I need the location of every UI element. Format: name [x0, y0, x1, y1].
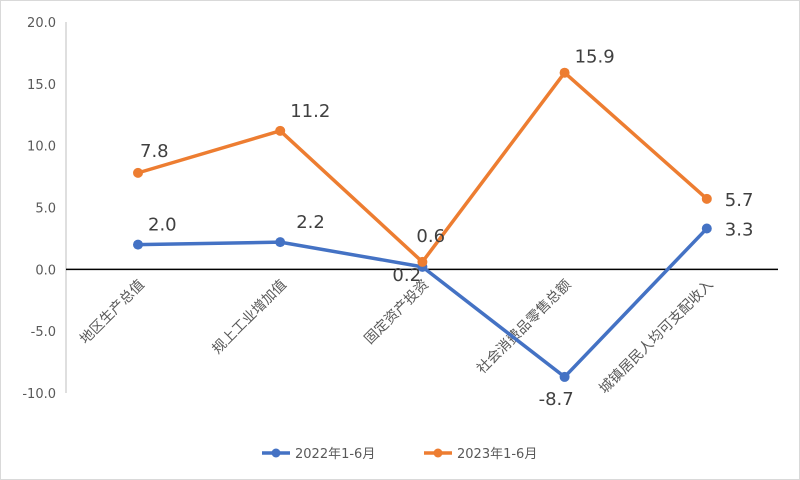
y-tick-label: 5.0 — [35, 202, 56, 217]
data-label: 11.2 — [290, 101, 330, 122]
data-label: 7.8 — [140, 141, 169, 162]
data-label: 0.2 — [392, 265, 421, 286]
data-point — [275, 125, 286, 136]
data-labels: 2.0 2.2 0.2 -8.7 3.3 7.8 11.2 0.6 15.9 5.7 — [140, 47, 753, 410]
data-label: 2.0 — [148, 215, 177, 236]
y-tick-label: 10.0 — [27, 140, 56, 155]
data-point — [701, 223, 712, 234]
legend-swatch-marker — [433, 448, 443, 458]
data-point — [559, 371, 570, 382]
y-tick-label: 15.0 — [27, 78, 56, 93]
data-point — [133, 167, 143, 178]
data-point — [417, 256, 428, 267]
y-tick-label: -10.0 — [22, 387, 56, 402]
data-point — [701, 193, 712, 204]
legend-item: 2023年1-6月 — [424, 447, 537, 462]
data-label: 0.6 — [416, 226, 445, 247]
legend-item: 2022年1-6月 — [262, 447, 375, 462]
data-point — [275, 237, 286, 248]
y-tick-label: -5.0 — [31, 325, 56, 340]
data-point — [133, 239, 143, 250]
legend-label: 2023年1-6月 — [457, 447, 537, 462]
legend-label: 2022年1-6月 — [295, 447, 375, 462]
series-2 — [133, 67, 712, 267]
series-layer — [133, 67, 712, 382]
data-label: -8.7 — [539, 389, 574, 410]
legend: 2022年1-6月 2023年1-6月 — [262, 447, 537, 462]
data-label: 3.3 — [725, 220, 754, 241]
y-tick-label: 0.0 — [35, 263, 56, 278]
data-label: 15.9 — [575, 47, 615, 68]
y-tick-label: 20.0 — [27, 16, 56, 31]
data-point — [559, 67, 570, 78]
legend-swatch-marker — [271, 448, 281, 458]
data-label: 2.2 — [296, 212, 325, 233]
data-label: 5.7 — [725, 190, 754, 211]
